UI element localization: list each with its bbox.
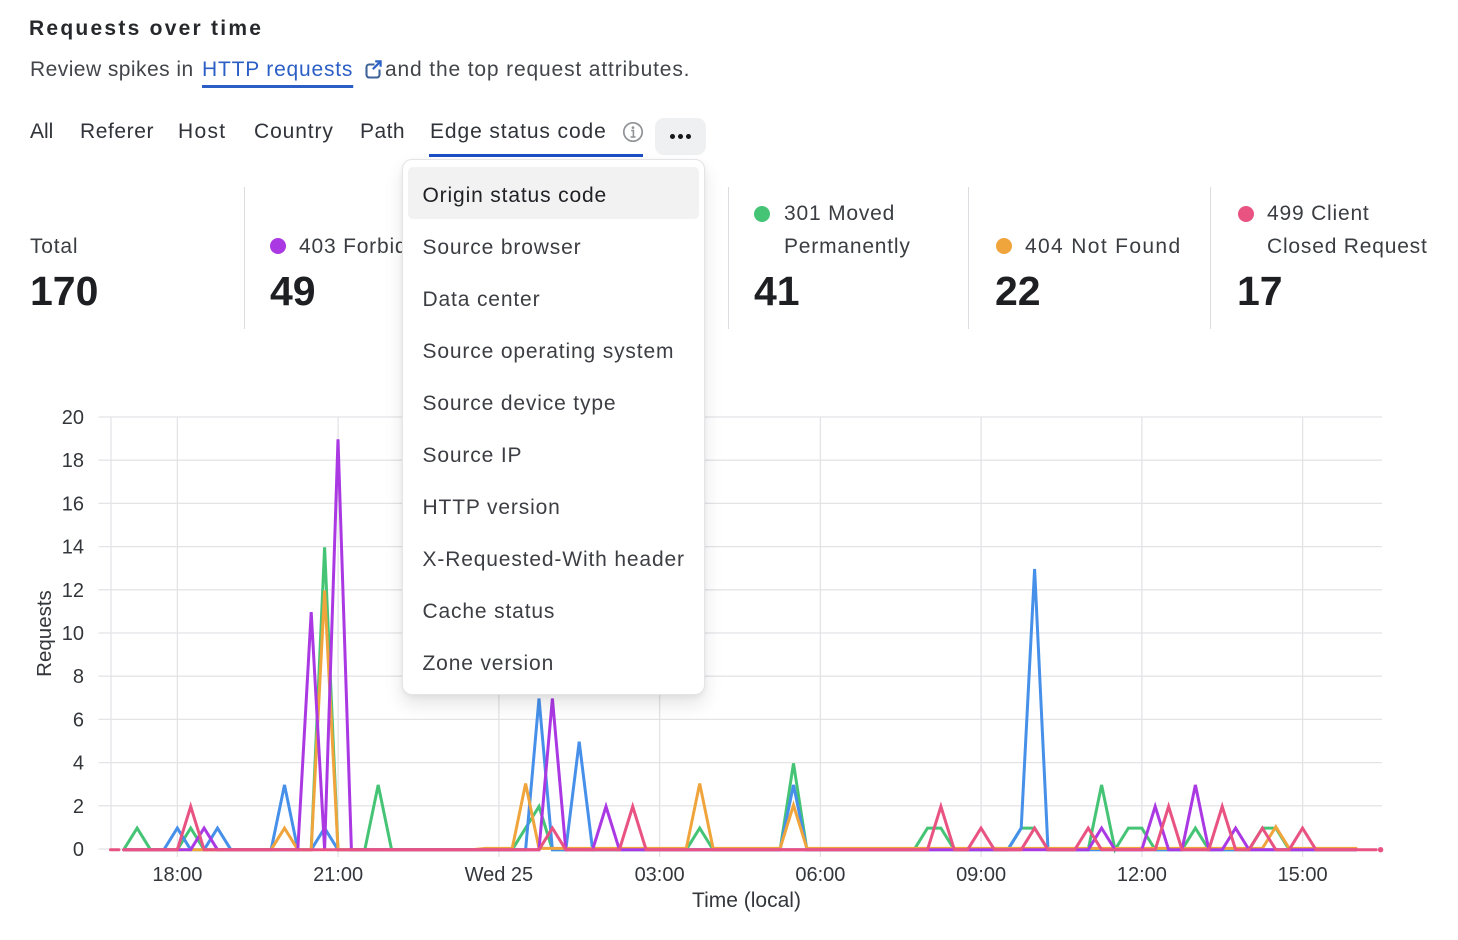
svg-text:8: 8 (73, 666, 84, 688)
svg-text:16: 16 (62, 493, 84, 515)
svg-text:4: 4 (73, 753, 84, 775)
svg-text:Wed 25: Wed 25 (465, 864, 534, 886)
svg-text:Time (local): Time (local) (692, 889, 801, 912)
svg-text:12: 12 (62, 580, 84, 602)
svg-text:6: 6 (73, 709, 84, 731)
svg-text:18: 18 (62, 450, 84, 472)
svg-text:18:00: 18:00 (152, 864, 202, 886)
svg-text:09:00: 09:00 (956, 864, 1006, 886)
svg-text:10: 10 (62, 623, 84, 645)
svg-text:20: 20 (62, 407, 84, 429)
svg-text:2: 2 (73, 796, 84, 818)
svg-text:15:00: 15:00 (1278, 864, 1328, 886)
svg-text:0: 0 (73, 839, 84, 861)
svg-text:12:00: 12:00 (1117, 864, 1167, 886)
svg-text:Requests: Requests (33, 590, 56, 677)
svg-text:14: 14 (62, 537, 84, 559)
svg-text:03:00: 03:00 (635, 864, 685, 886)
svg-text:21:00: 21:00 (313, 864, 363, 886)
svg-text:06:00: 06:00 (795, 864, 845, 886)
